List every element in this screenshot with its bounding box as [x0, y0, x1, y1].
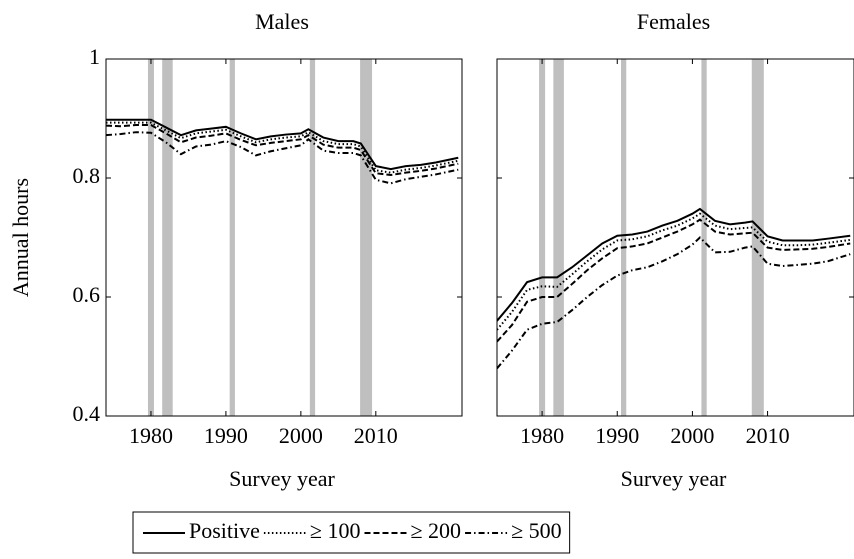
- x-tick-label: 1990: [204, 423, 248, 448]
- x-tick-label: 2010: [354, 423, 398, 448]
- recession-band: [360, 59, 373, 416]
- legend-label: ≥ 200: [410, 518, 461, 543]
- plot-frame: [105, 58, 463, 417]
- x-axis-label: Survey year: [621, 466, 727, 491]
- legend-label: Positive: [189, 518, 260, 543]
- series-line: [106, 118, 459, 171]
- recession-band: [229, 59, 235, 416]
- x-tick-label: 1980: [520, 423, 564, 448]
- series-line: [497, 218, 851, 343]
- recession-band: [621, 59, 627, 416]
- x-tick-label: 1990: [595, 423, 639, 448]
- recession-band: [553, 59, 564, 416]
- y-tick-label: 1: [89, 44, 100, 69]
- legend: Positive ≥ 100 ≥ 200 ≥ 500: [132, 511, 571, 554]
- x-tick-label: 2000: [279, 423, 323, 448]
- y-tick-label: 0.8: [73, 163, 101, 188]
- series-line: [497, 212, 851, 331]
- series-line: [106, 124, 459, 177]
- recession-band: [162, 59, 173, 416]
- series-line: [497, 207, 851, 322]
- series-line: [497, 236, 851, 370]
- plot-area: [497, 59, 851, 416]
- x-tick-label: 1980: [129, 423, 173, 448]
- series-line: [106, 131, 459, 185]
- y-tick-label: 0.4: [73, 401, 101, 426]
- recession-band: [539, 59, 546, 416]
- legend-label: ≥ 100: [310, 518, 361, 543]
- y-tick-label: 0.6: [73, 282, 101, 307]
- x-axis-label: Survey year: [229, 466, 335, 491]
- panel-title: Females: [637, 9, 710, 34]
- recession-band: [147, 59, 154, 416]
- recession-band: [309, 59, 316, 416]
- recession-band: [701, 59, 707, 416]
- plot-frame: [496, 58, 854, 417]
- panel-title: Males: [255, 9, 309, 34]
- plot-area: [106, 59, 459, 416]
- y-axis-label: Annual hours: [8, 178, 33, 297]
- x-tick-label: 2010: [746, 423, 790, 448]
- legend-label: ≥ 500: [511, 518, 562, 543]
- x-tick-label: 2000: [670, 423, 714, 448]
